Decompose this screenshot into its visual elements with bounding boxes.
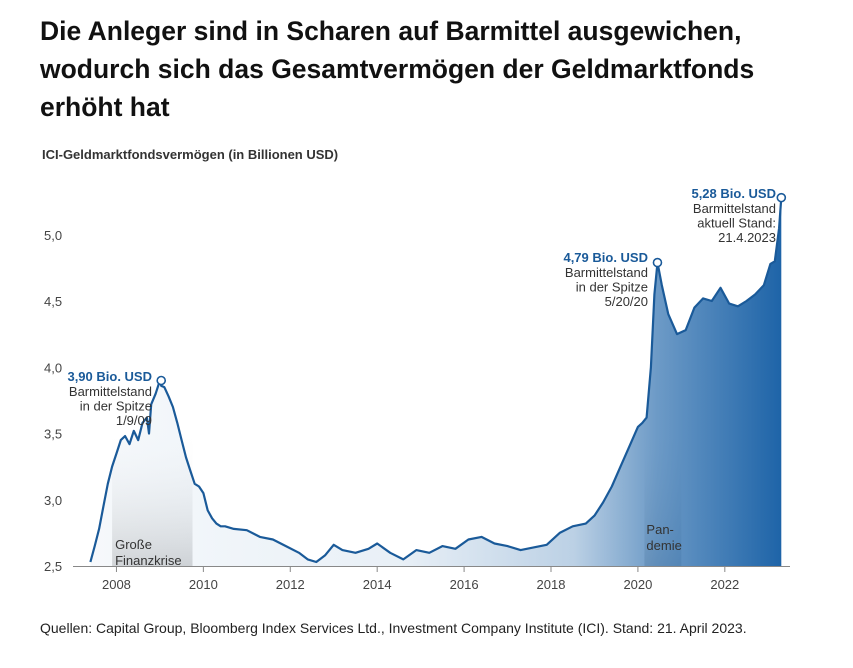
annotation-value: 4,79 Bio. USD bbox=[563, 250, 648, 265]
period-labels: Große Finanzkrise Pan-demie bbox=[115, 522, 682, 568]
annotation-value: 5,28 Bio. USD bbox=[691, 186, 776, 201]
y-tick-label: 4,0 bbox=[44, 360, 62, 375]
annotation-text: Barmittelstand in der Spitze 1/9/09 bbox=[69, 384, 152, 428]
headline: Die Anleger sind in Scharen auf Barmitte… bbox=[40, 16, 755, 122]
x-tick-label: 2012 bbox=[276, 577, 305, 592]
x-tick-label: 2016 bbox=[450, 577, 479, 592]
y-tick-label: 4,5 bbox=[44, 294, 62, 309]
shaded-period-label: Große Finanzkrise bbox=[115, 537, 181, 568]
x-tick-label: 2020 bbox=[623, 577, 652, 592]
x-tick-label: 2022 bbox=[710, 577, 739, 592]
y-tick-label: 5,0 bbox=[44, 228, 62, 243]
chart-title: ICI-Geldmarktfondsvermögen (in Billionen… bbox=[42, 147, 339, 162]
annotation-text: Barmittelstand in der Spitze 5/20/20 bbox=[565, 265, 648, 309]
x-tick-label: 2008 bbox=[102, 577, 131, 592]
annotation-text: Barmittelstand aktuell Stand: 21.4.2023 bbox=[693, 201, 776, 245]
x-tick-label: 2014 bbox=[363, 577, 392, 592]
area-fill bbox=[90, 197, 782, 566]
x-tick-label: 2010 bbox=[189, 577, 218, 592]
peak-marker bbox=[776, 192, 787, 203]
y-tick-label: 2,5 bbox=[44, 559, 62, 574]
source-note: Quellen: Capital Group, Bloomberg Index … bbox=[40, 620, 747, 636]
y-tick-label: 3,0 bbox=[44, 493, 62, 508]
x-axis-ticks: 2008 2010 2012 2014 2016 2018 2020 2022 bbox=[102, 566, 739, 592]
peak-marker bbox=[652, 257, 663, 268]
annotation-value: 3,90 Bio. USD bbox=[67, 369, 152, 384]
peak-marker bbox=[156, 375, 167, 386]
y-axis-ticks: 2,5 3,0 3,5 4,0 4,5 5,0 bbox=[44, 228, 62, 574]
series-line bbox=[89, 197, 783, 564]
shaded-period-label: Pan-demie bbox=[646, 522, 681, 553]
x-tick-label: 2018 bbox=[537, 577, 566, 592]
y-tick-label: 3,5 bbox=[44, 427, 62, 442]
